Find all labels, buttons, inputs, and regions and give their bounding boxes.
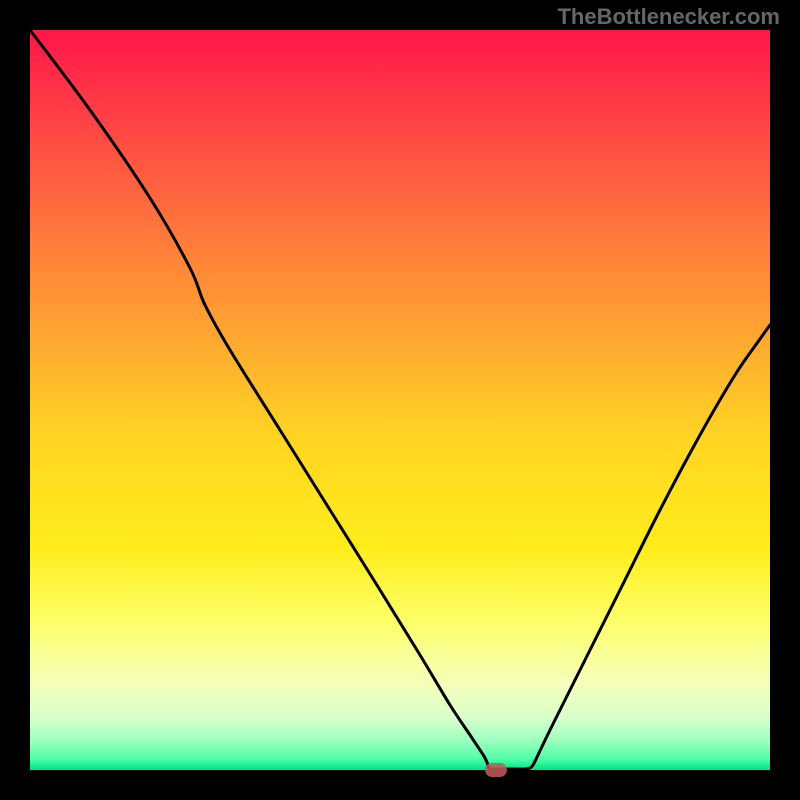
chart-canvas: TheBottlenecker.com <box>0 0 800 800</box>
minimum-marker <box>485 763 507 777</box>
plot-background <box>30 30 770 770</box>
bottleneck-chart <box>0 0 800 800</box>
watermark-text: TheBottlenecker.com <box>557 4 780 30</box>
